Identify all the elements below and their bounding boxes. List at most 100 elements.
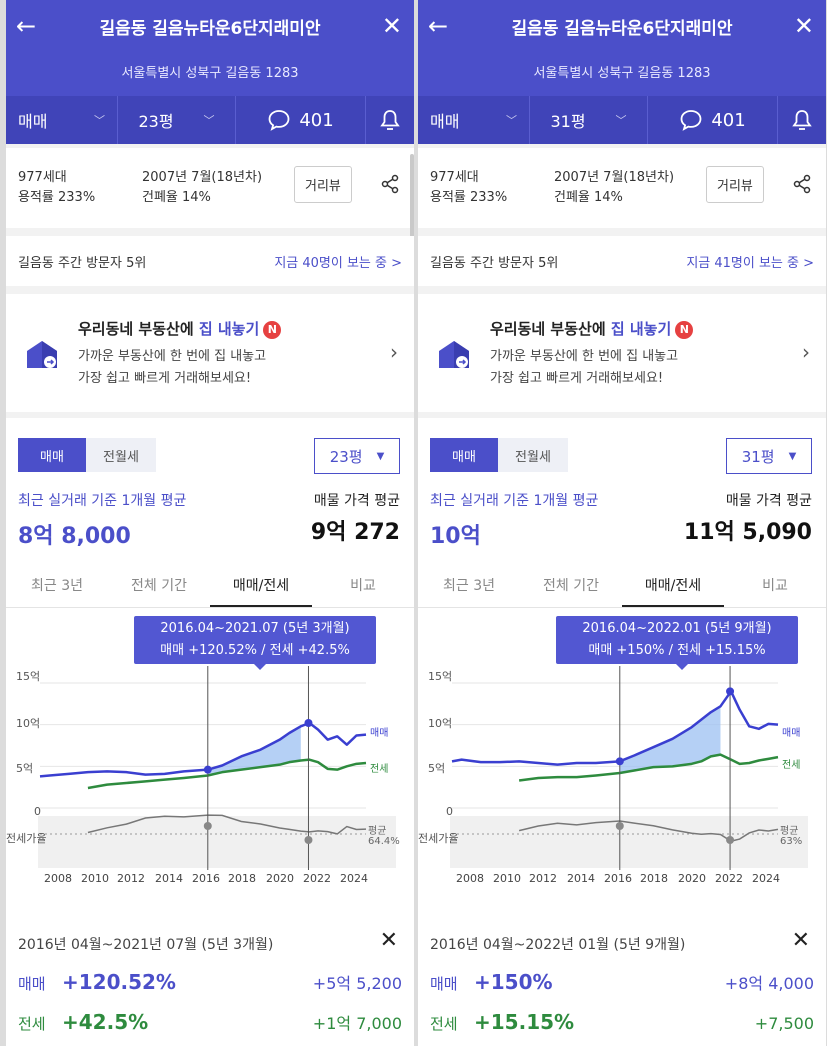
- selection-detail: 2016년 04월~2022년 01월 (5년 9개월) ✕ 매매 +150% …: [418, 904, 826, 1046]
- built-date: 2007년 7월(18년차): [142, 170, 263, 185]
- sale-change-amount: +5억 5,200: [312, 974, 402, 993]
- watching-now-link[interactable]: 지금 40명이 보는 중 >: [274, 256, 402, 271]
- chevron-right-icon: ›: [390, 340, 398, 364]
- sale-jeonse-gap-area: [207, 726, 301, 776]
- comments-button[interactable]: 401: [236, 96, 366, 144]
- notification-button[interactable]: [366, 96, 414, 144]
- toggle-sale[interactable]: 매매: [430, 438, 498, 472]
- jeonse-change-amount: +1억 7,000: [312, 1014, 402, 1033]
- built-date: 2007년 7월(18년차): [554, 170, 675, 185]
- close-icon[interactable]: ✕: [381, 12, 402, 40]
- x-tick: 2020: [678, 872, 706, 885]
- watching-now-link[interactable]: 지금 41명이 보는 중 >: [686, 256, 814, 271]
- jeonse-series-label: 전세: [370, 764, 389, 775]
- bell-icon: [792, 110, 812, 130]
- bell-icon: [380, 110, 400, 130]
- trade-type-dropdown[interactable]: 매매 ﹀: [6, 96, 118, 144]
- sell-home-banner[interactable]: 우리동네 부동산에 집 내놓기 N 가까운 부동산에 한 번에 집 내놓고 가장 쉽…: [6, 294, 414, 412]
- tab-recent-3y[interactable]: 최근 3년: [443, 578, 495, 594]
- x-tick: 2024: [340, 872, 368, 885]
- toggle-rent[interactable]: 전월세: [86, 438, 156, 472]
- x-tick: 2024: [752, 872, 780, 885]
- floor-area-ratio: 용적률 233%: [430, 190, 508, 205]
- tab-sale-jeonse[interactable]: 매매/전세: [210, 564, 312, 607]
- back-arrow-icon[interactable]: ←: [428, 12, 449, 40]
- address: 서울특별시 성북구 길음동 1283: [533, 66, 711, 81]
- x-tick: 2008: [456, 872, 484, 885]
- listing-avg-label: 매물 가격 평균: [725, 493, 812, 509]
- new-badge: N: [263, 321, 282, 339]
- chevron-right-icon: ›: [802, 340, 810, 364]
- tab-compare[interactable]: 비교: [350, 578, 376, 594]
- price-chart[interactable]: 2016.04~2021.07 (5년 3개월) 매매 +120.52% / 전세…: [6, 608, 414, 908]
- trade-type-dropdown[interactable]: 매매 ﹀: [418, 96, 530, 144]
- scrollbar-thumb[interactable]: [410, 154, 414, 238]
- floor-area-ratio: 용적률 233%: [18, 190, 96, 205]
- toggle-sale[interactable]: 매매: [18, 438, 86, 472]
- size-select[interactable]: 23평 ▼: [314, 438, 400, 474]
- price-section: 매매 전월세 31평 ▼ 최근 실거래 기준 1개월 평균 10억 매물 가격 평…: [418, 418, 826, 912]
- size-dropdown[interactable]: 23평 ﹀: [118, 96, 236, 144]
- complex-title: 길음동 길음뉴타운6단지래미안: [511, 19, 733, 39]
- back-arrow-icon[interactable]: ←: [16, 12, 37, 40]
- recent-avg-label: 최근 실거래 기준 1개월 평균: [18, 493, 187, 509]
- x-tick: 2010: [493, 872, 521, 885]
- filter-bar: 매매 ﹀ 23평 ﹀ 401: [6, 96, 414, 144]
- y-tick-5: 5억: [428, 762, 446, 775]
- visitor-bar: 길음동 주간 방문자 5위 지금 40명이 보는 중 >: [6, 236, 414, 286]
- y-tick-10: 10억: [428, 717, 453, 730]
- y-tick-0: 0: [446, 805, 453, 818]
- x-tick: 2016: [192, 872, 220, 885]
- listing-panel-31: ← 길음동 길음뉴타운6단지래미안 ✕ 서울특별시 성북구 길음동 1283 매…: [418, 0, 826, 1046]
- comments-button[interactable]: 401: [648, 96, 778, 144]
- jeonse-ratio-line: [518, 820, 779, 842]
- price-chart-svg[interactable]: [6, 608, 414, 908]
- recent-avg-value: 8억 8,000: [18, 524, 131, 549]
- ratio-end-point: [726, 836, 735, 844]
- complex-info: 977세대 용적률 233% 2007년 7월(18년차) 건폐율 14% 거리뷰: [418, 148, 826, 228]
- selection-end-point: [304, 719, 313, 727]
- caret-down-icon: ▼: [788, 450, 797, 462]
- chart-tabs: 최근 3년 전체 기간 매매/전세 비교: [6, 564, 414, 608]
- x-tick: 2012: [117, 872, 145, 885]
- road-view-button[interactable]: 거리뷰: [294, 166, 352, 203]
- header: ← 길음동 길음뉴타운6단지래미안 ✕ 서울특별시 성북구 길음동 1283 매…: [6, 0, 414, 144]
- detail-range: 2016년 04월~2022년 01월 (5년 9개월): [430, 937, 686, 953]
- price-chart-svg[interactable]: [418, 608, 826, 908]
- building-coverage: 건폐율 14%: [142, 190, 211, 205]
- jeonse-change-pct: +15.15%: [474, 1010, 575, 1034]
- close-detail-icon[interactable]: ✕: [791, 928, 810, 953]
- chevron-down-icon: ﹀: [203, 114, 215, 127]
- x-tick: 2018: [228, 872, 256, 885]
- share-icon: [793, 174, 811, 194]
- tab-recent-3y[interactable]: 최근 3년: [31, 578, 83, 594]
- road-view-button[interactable]: 거리뷰: [706, 166, 764, 203]
- close-icon[interactable]: ✕: [793, 12, 814, 40]
- house-icon: [439, 341, 469, 368]
- x-tick: 2014: [567, 872, 595, 885]
- promo-line-2: 가장 쉽고 빠르게 거래해보세요!: [490, 371, 664, 386]
- promo-title: 우리동네 부동산에: [78, 320, 199, 338]
- share-button[interactable]: [380, 174, 400, 199]
- tab-sale-jeonse[interactable]: 매매/전세: [622, 564, 724, 607]
- ratio-band: [38, 816, 396, 868]
- x-tick: 2014: [155, 872, 183, 885]
- x-tick: 2020: [266, 872, 294, 885]
- tab-all-period[interactable]: 전체 기간: [543, 578, 599, 594]
- tab-all-period[interactable]: 전체 기간: [131, 578, 187, 594]
- price-chart[interactable]: 2016.04~2022.01 (5년 9개월) 매매 +150% / 전세 +1…: [418, 608, 826, 908]
- share-button[interactable]: [792, 174, 812, 199]
- chevron-down-icon: ﹀: [615, 114, 627, 127]
- size-select[interactable]: 31평 ▼: [726, 438, 812, 474]
- toggle-rent[interactable]: 전월세: [498, 438, 568, 472]
- sell-home-banner[interactable]: 우리동네 부동산에 집 내놓기 N 가까운 부동산에 한 번에 집 내놓고 가장 쉽…: [418, 294, 826, 412]
- speech-bubble-icon: [268, 110, 290, 131]
- notification-button[interactable]: [778, 96, 826, 144]
- size-dropdown[interactable]: 31평 ﹀: [530, 96, 648, 144]
- trade-toggle: 매매 전월세: [18, 438, 156, 472]
- close-detail-icon[interactable]: ✕: [379, 928, 398, 953]
- ratio-start-point: [203, 822, 212, 830]
- tab-compare[interactable]: 비교: [762, 578, 788, 594]
- jeonse-change-pct: +42.5%: [62, 1010, 149, 1034]
- sale-change-row: 매매 +150% +8억 4,000: [430, 970, 814, 994]
